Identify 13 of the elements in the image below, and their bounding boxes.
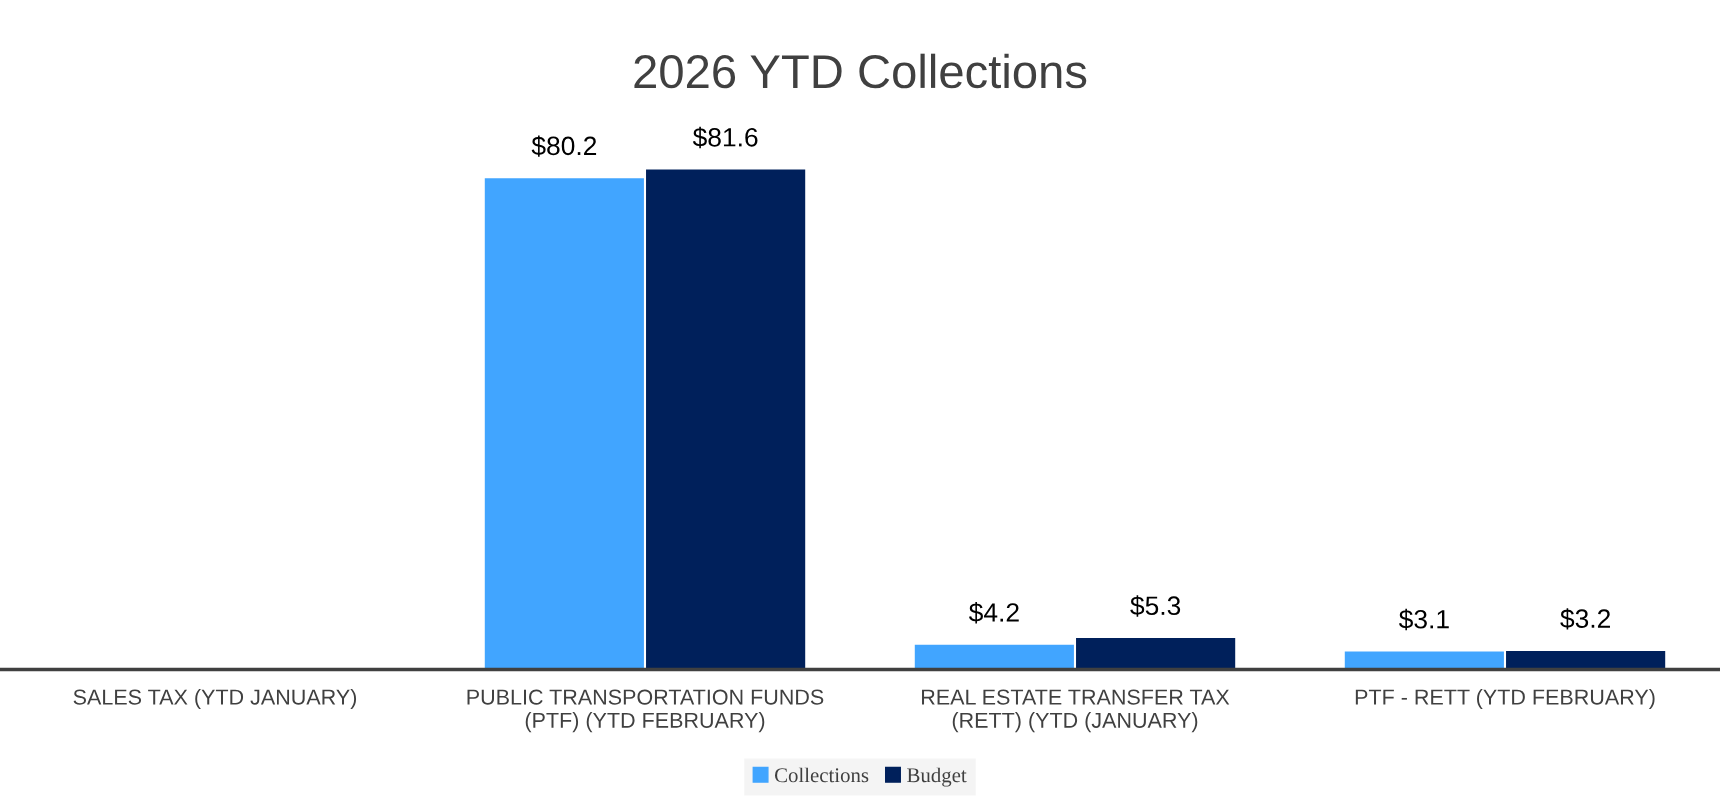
x-tick-label: REAL ESTATE TRANSFER TAX (RETT) (YTD (JANUARY): [922, 689, 1230, 733]
chart-title: 2026 YTD Collections: [634, 53, 1087, 89]
data-label: $3.2: [1560, 608, 1610, 630]
legend-label: Budget: [907, 767, 967, 787]
data-label: $3.1: [1398, 608, 1449, 631]
x-tick-label: PUBLIC TRANSPORTATION FUNDS (PTF) (YTD FEBRUARY): [467, 689, 824, 733]
data-label: $81.6: [692, 126, 758, 149]
data-label: $4.2: [968, 602, 1019, 624]
legend-label: Collections: [774, 767, 869, 783]
x-tick-label: PTF - RETT (YTD FEBRUARY): [1355, 688, 1655, 709]
data-label: $80.2: [531, 135, 597, 157]
x-tick-label: SALES TAX (YTD JANUARY): [73, 688, 357, 709]
data-label: $5.3: [1130, 595, 1181, 617]
